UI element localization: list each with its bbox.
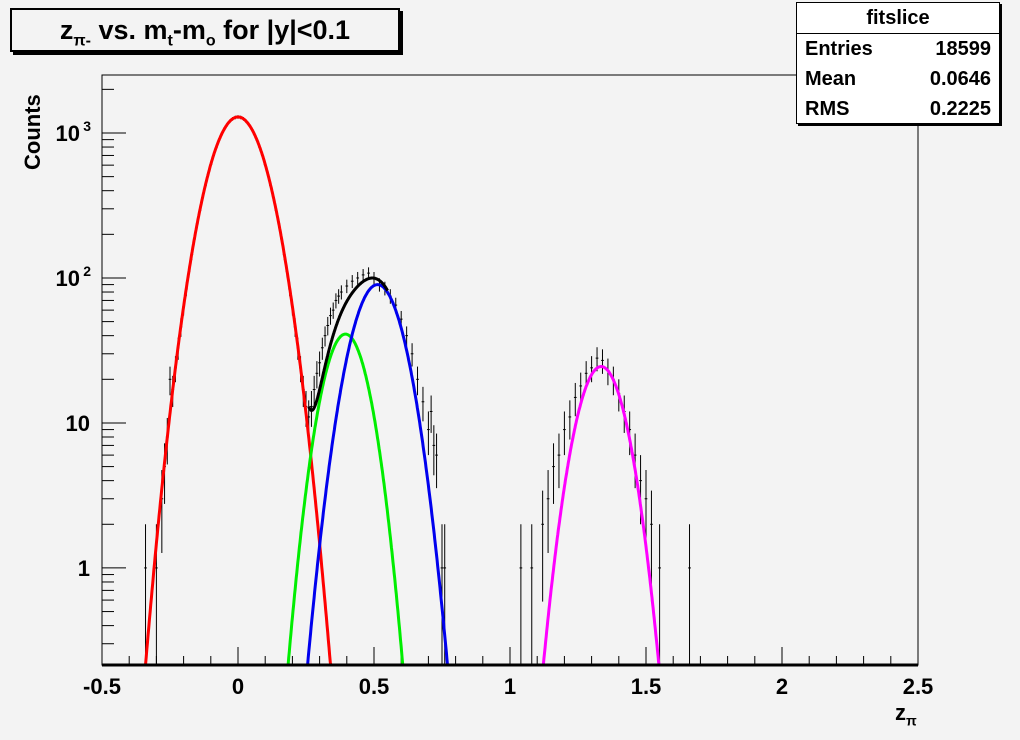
data-point — [435, 433, 438, 489]
data-point — [546, 470, 550, 553]
plot-frame — [101, 74, 919, 666]
data-point — [361, 269, 365, 282]
data-point — [323, 326, 327, 347]
data-point — [541, 490, 544, 602]
x-tick-label: 0 — [232, 674, 244, 699]
stats-row-entries: Entries 18599 — [805, 38, 991, 60]
data-point — [318, 351, 321, 377]
data-point — [320, 337, 324, 360]
chart-title: zπ- vs. mt-mo for |y|<0.1 — [10, 8, 400, 52]
data-point — [329, 307, 332, 325]
x-axis-label: zπ — [895, 700, 917, 729]
data-point — [405, 326, 408, 347]
data-point — [421, 386, 425, 422]
x-tick-label: 1 — [504, 674, 516, 699]
data-point — [573, 382, 577, 417]
data-point — [432, 425, 436, 476]
data-point — [429, 395, 433, 433]
data-point — [345, 279, 349, 294]
data-point — [315, 361, 319, 389]
data-point — [427, 411, 430, 456]
data-point — [530, 524, 534, 665]
data-point — [350, 275, 354, 289]
y-axis-label: Counts — [20, 94, 45, 170]
x-tick-label: 0.5 — [359, 674, 390, 699]
sum-black-curve — [307, 276, 389, 412]
data-point — [568, 400, 572, 440]
data-point — [519, 524, 523, 665]
data-point — [326, 316, 330, 336]
data-point — [312, 375, 316, 408]
data-point — [557, 433, 561, 489]
data-point — [552, 443, 555, 504]
gaus-magenta-curve — [516, 365, 683, 667]
stats-box: fitslice Entries 18599 Mean 0.0646 RMS 0.22… — [796, 2, 1000, 124]
data-point — [356, 271, 360, 285]
y-tick-label: 1 — [78, 556, 90, 581]
stats-row-mean: Mean 0.0646 — [805, 68, 991, 90]
stats-title: fitslice — [797, 3, 999, 34]
data-point — [144, 524, 147, 665]
x-tick-label: 1.5 — [631, 674, 662, 699]
y-tick-exponent: 2 — [83, 263, 91, 279]
data-point — [688, 524, 691, 665]
gaus-green-curve — [265, 332, 426, 667]
fit-curves — [144, 115, 683, 667]
y-tick-exponent: 3 — [83, 118, 91, 134]
data-point — [340, 285, 343, 300]
x-tick-label: -0.5 — [83, 674, 121, 699]
y-tick-label: 10 — [66, 411, 90, 436]
data-point — [601, 349, 604, 374]
data-point — [168, 366, 172, 396]
gaus-red-curve — [144, 115, 340, 667]
data-point — [579, 372, 583, 403]
gaus-blue-curve — [289, 283, 464, 667]
stats-row-rms: RMS 0.2225 — [805, 98, 991, 120]
y-tick-label: 10 — [56, 121, 80, 146]
x-tick-label: 2.5 — [903, 674, 934, 699]
y-tick-label: 10 — [56, 266, 80, 291]
x-tick-label: 2 — [776, 674, 788, 699]
data-point — [410, 343, 414, 367]
data-point — [416, 366, 419, 396]
data-point — [590, 356, 593, 383]
data-point — [658, 524, 661, 665]
data-point — [563, 411, 566, 456]
data-point — [331, 302, 335, 319]
data-point — [334, 293, 338, 309]
data-point — [337, 289, 340, 304]
